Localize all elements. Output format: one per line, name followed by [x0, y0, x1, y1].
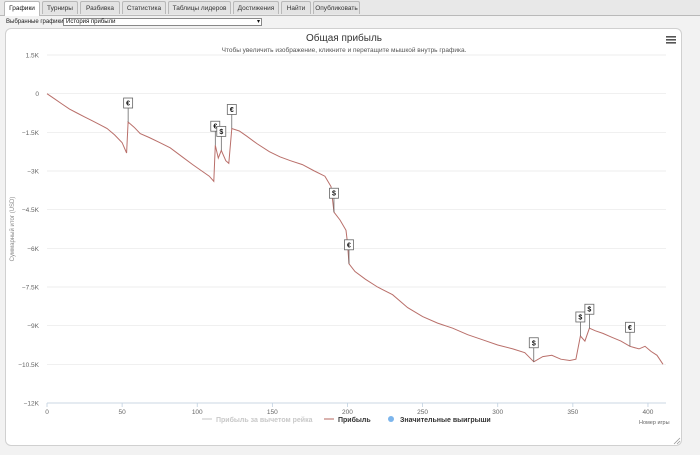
profit-series-line[interactable] [46, 93, 664, 365]
big-win-flag[interactable] [123, 97, 134, 109]
x-tick-label: 200 [342, 409, 353, 416]
tab-breakdown[interactable]: Разбивка [80, 1, 120, 14]
profit-chart[interactable]: Общая прибыль Чтобы увеличить изображение… [6, 29, 683, 447]
legend-item[interactable]: Прибыль [338, 416, 371, 424]
big-win-flag-symbol: $ [587, 307, 591, 314]
chevron-down-icon: ▾ [256, 19, 260, 25]
tab-leaderboards[interactable]: Таблицы лидеров [168, 1, 231, 14]
chart-selector-label: Выбранные графики: [6, 19, 66, 25]
x-tick-label: 50 [119, 409, 127, 416]
x-tick-label: 250 [417, 409, 428, 416]
big-win-flag-symbol: € [628, 325, 632, 332]
x-tick-label: 300 [492, 409, 503, 416]
chart-select[interactable]: История прибыли ▾ [63, 18, 262, 26]
big-win-flag-symbol: $ [578, 314, 582, 321]
big-win-flag-symbol: $ [532, 340, 536, 347]
y-tick-label: −4.5K [22, 207, 40, 214]
tab-graphs[interactable]: Графики [4, 1, 40, 16]
chart-title: Общая прибыль [306, 32, 382, 44]
big-win-flag[interactable] [216, 125, 227, 137]
big-win-flag-symbol: € [126, 101, 130, 108]
y-tick-label: −3K [27, 169, 39, 176]
tab-tournaments[interactable]: Турниры [42, 1, 78, 14]
big-win-flag-symbol: € [347, 242, 351, 249]
x-tick-label: 350 [567, 409, 578, 416]
chart-selector-row: Выбранные графики: [6, 18, 65, 27]
big-win-flag[interactable] [528, 337, 539, 349]
big-win-flag[interactable] [226, 104, 237, 115]
tab-achievements[interactable]: Достижения [233, 1, 279, 14]
legend-item[interactable]: Прибыль за вычетом рейка [216, 416, 313, 424]
x-tick-label: 150 [267, 409, 278, 416]
chart-subtitle: Чтобы увеличить изображение, кликните и … [222, 46, 467, 54]
big-win-flag[interactable] [625, 321, 635, 333]
x-tick-label: 400 [643, 409, 654, 416]
legend-item[interactable]: Значительные выигрыши [400, 417, 491, 424]
tab-bar: Графики Турниры Разбивка Статистика Табл… [0, 0, 700, 16]
y-tick-label: −6K [27, 246, 39, 253]
big-win-flag[interactable] [575, 311, 586, 323]
big-win-flag[interactable] [344, 239, 354, 251]
x-axis-label: Номер игры [639, 420, 670, 426]
big-win-flag-symbol: € [213, 124, 217, 131]
y-tick-label: −9K [27, 323, 39, 330]
y-tick-label: 1.5K [26, 53, 40, 60]
y-tick-label: −1.5K [22, 130, 40, 137]
y-tick-label: −7.5K [22, 285, 40, 292]
y-axis-label: Суммарный итог (USD) [9, 197, 16, 262]
big-win-flag-symbol: $ [332, 191, 336, 198]
menu-icon[interactable] [666, 36, 676, 44]
tab-find[interactable]: Найти [281, 1, 311, 14]
y-tick-label: −12K [24, 401, 40, 408]
big-win-flag-symbol: € [230, 107, 234, 114]
chart-select-value: История прибыли [66, 19, 116, 25]
y-tick-label: 0 [35, 91, 39, 98]
big-win-flag[interactable] [584, 303, 595, 315]
tab-statistics[interactable]: Статистика [122, 1, 166, 14]
chart-panel: Общая прибыль Чтобы увеличить изображение… [5, 28, 682, 446]
big-win-flag[interactable] [329, 187, 339, 199]
x-tick-label: 100 [192, 409, 203, 416]
x-tick-label: 0 [45, 409, 49, 416]
y-tick-label: −10.5K [18, 362, 39, 369]
legend-dot-swatch [388, 416, 394, 422]
resize-grip-icon[interactable] [673, 437, 681, 445]
tab-publish[interactable]: Опубликовать [313, 1, 360, 14]
big-win-flag-symbol: $ [219, 129, 223, 136]
